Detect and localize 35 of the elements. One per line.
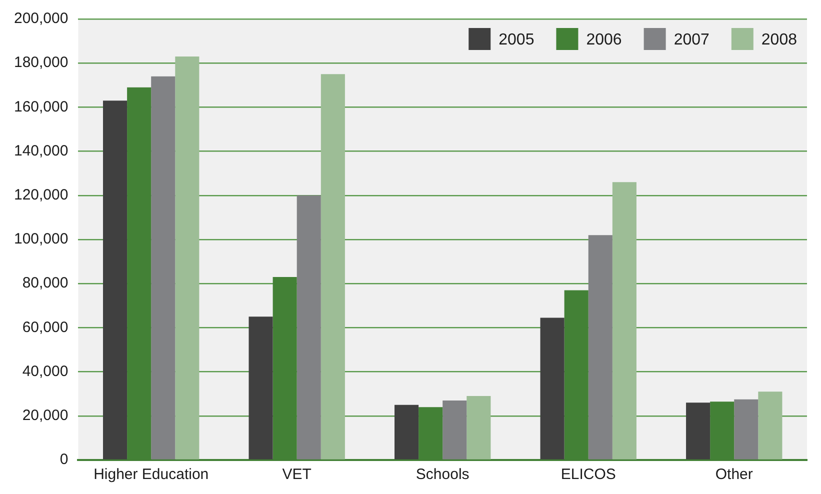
y-tick-label: 140,000 [14, 142, 68, 160]
y-tick-label: 80,000 [22, 274, 68, 292]
legend-label: 2006 [586, 31, 622, 48]
bar [588, 235, 612, 460]
x-tick-label: Higher Education [94, 466, 209, 484]
bar [442, 400, 467, 460]
x-tick-label: VET [282, 466, 312, 484]
bar [320, 74, 345, 460]
x-tick-label: Schools [416, 466, 470, 484]
bar [394, 404, 419, 460]
bar [466, 396, 491, 460]
bar [103, 100, 128, 460]
y-tick-label: 120,000 [14, 186, 68, 204]
bar [175, 56, 200, 460]
bar [151, 76, 176, 460]
legend-label: 2007 [674, 31, 710, 48]
y-tick-label: 40,000 [22, 362, 68, 380]
legend-label: 2005 [498, 31, 534, 48]
bar [540, 318, 564, 460]
y-tick-label: 60,000 [22, 318, 68, 336]
y-tick-label: 0 [60, 451, 68, 468]
y-tick-label: 20,000 [22, 407, 68, 424]
bar [612, 182, 636, 460]
x-tick-label: ELICOS [560, 466, 616, 484]
bar [734, 399, 758, 460]
y-tick-label: 180,000 [14, 54, 68, 72]
bar [248, 316, 273, 460]
x-tick-label: Other [715, 466, 753, 484]
y-tick-label: 160,000 [14, 98, 68, 116]
legend-label: 2008 [761, 31, 798, 48]
bar [686, 402, 710, 460]
bar [296, 195, 321, 460]
y-tick-label: 100,000 [14, 230, 68, 248]
bar [758, 392, 782, 460]
y-tick-label: 200,000 [14, 10, 68, 28]
